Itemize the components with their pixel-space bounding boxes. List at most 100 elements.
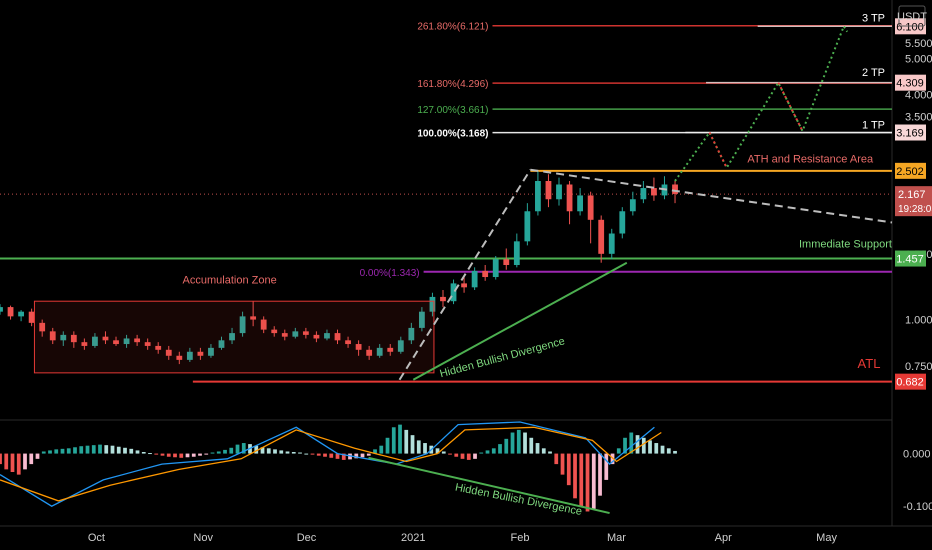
candle-body (197, 351, 204, 356)
current-price-tag (895, 186, 932, 217)
histogram-bar (516, 429, 521, 454)
histogram-bar (448, 453, 452, 455)
currency-button-frame[interactable] (898, 5, 926, 27)
candle-body (535, 181, 541, 212)
histogram-bar (485, 450, 490, 454)
candle-body (49, 331, 56, 341)
histogram-bar (216, 451, 221, 454)
histogram-bar (235, 444, 240, 454)
time-axis: Oct Nov Dec 2021 Feb Mar Apr May (88, 532, 838, 544)
histogram-bar (648, 440, 652, 454)
y-tick-label: 3.500 (905, 111, 932, 123)
candle-body (281, 333, 288, 337)
candle-body (387, 347, 394, 352)
candle-body (440, 296, 446, 302)
candle-body (587, 195, 594, 220)
candle-body (577, 195, 584, 212)
candle-body (292, 331, 299, 337)
histogram-bar (523, 432, 527, 454)
osc-y-tick-label: -0.100 (903, 501, 932, 513)
candle-body (208, 347, 214, 356)
histogram-bar (129, 448, 134, 454)
accumulation-zone-box (33, 300, 435, 374)
candle-body (598, 219, 605, 254)
histogram-bar (116, 446, 121, 454)
histogram-bar (10, 453, 15, 472)
target-label: 3 TP (862, 12, 885, 24)
price-tag-label: 1.457 (896, 254, 924, 266)
osc-divergence-label: Hidden Bullish Divergence (454, 482, 583, 518)
price-tag-label: 2.502 (896, 166, 924, 178)
histogram-bar (73, 447, 77, 454)
histogram-bar (510, 432, 515, 454)
histogram-bar (223, 449, 227, 454)
histogram-bar (79, 446, 84, 454)
histogram-bar (191, 453, 196, 457)
histogram-bar (104, 445, 109, 454)
macd-line (0, 421, 655, 507)
candle-body (418, 311, 425, 328)
candle-body (556, 184, 562, 200)
price-tag (895, 124, 926, 141)
histogram-bar (454, 453, 459, 457)
candle-body (482, 270, 489, 278)
price-tag (895, 373, 926, 390)
candle-body (492, 259, 499, 278)
candle-body (672, 184, 678, 194)
resistance-label: ATH and Resistance Area (747, 153, 874, 165)
histogram-bar (110, 445, 115, 454)
histogram-bar (0, 453, 2, 465)
histogram-bar (641, 437, 646, 454)
candle-body (608, 233, 615, 254)
histogram-bar (23, 453, 27, 470)
triangle-upper-line (530, 168, 893, 224)
histogram-bar (48, 450, 52, 454)
fib-level-label: 261.80%(6.121) (417, 22, 488, 33)
histogram-bar (354, 453, 359, 459)
y-tick-label: 5.500 (905, 38, 932, 50)
osc-y-tick-label: 0.000 (903, 449, 931, 461)
histogram-bar (435, 448, 440, 454)
fib-level-label: 161.80%(4.296) (417, 79, 488, 90)
candle-body (524, 211, 531, 242)
histogram-bar (54, 449, 59, 454)
histogram-bar (391, 427, 396, 454)
candle-body (619, 211, 626, 234)
candle-body (18, 311, 24, 317)
candle-body (239, 316, 246, 334)
candle-body (313, 334, 320, 339)
x-tick-label: Dec (297, 532, 317, 544)
histogram-bar (460, 453, 465, 459)
histogram-bar (173, 453, 177, 458)
candle-body (165, 349, 172, 356)
price-tag (895, 74, 926, 91)
histogram-bar (141, 452, 146, 454)
y-tick-label: 1.000 (905, 315, 932, 327)
candle-body (176, 355, 183, 360)
histogram-bar (673, 450, 677, 454)
candle-body (7, 307, 14, 317)
histogram-bar (41, 451, 46, 454)
histogram-bar (629, 432, 634, 454)
price-tags: 6.100 4.309 3.169 2.502 1.457 0.682 2.167 19:28… (895, 18, 932, 390)
histogram-bar (566, 453, 571, 486)
histogram-bar (291, 452, 296, 454)
currency-button[interactable]: USDT (897, 11, 927, 23)
histogram-bar (585, 453, 590, 512)
candle-body (155, 345, 162, 350)
histogram-bar (360, 453, 365, 458)
candle-body (651, 188, 657, 196)
histogram-bar (366, 453, 371, 456)
histogram-bar (123, 447, 127, 454)
signal-line (0, 426, 662, 502)
histogram-bar (166, 453, 171, 457)
histogram-bar (591, 453, 596, 509)
candle-body (260, 319, 267, 330)
accumulation-label: Accumulation Zone (183, 274, 277, 286)
candle-body (461, 283, 467, 288)
candle-body (28, 311, 35, 323)
candle-body (81, 342, 88, 346)
histogram-bar (491, 448, 496, 454)
